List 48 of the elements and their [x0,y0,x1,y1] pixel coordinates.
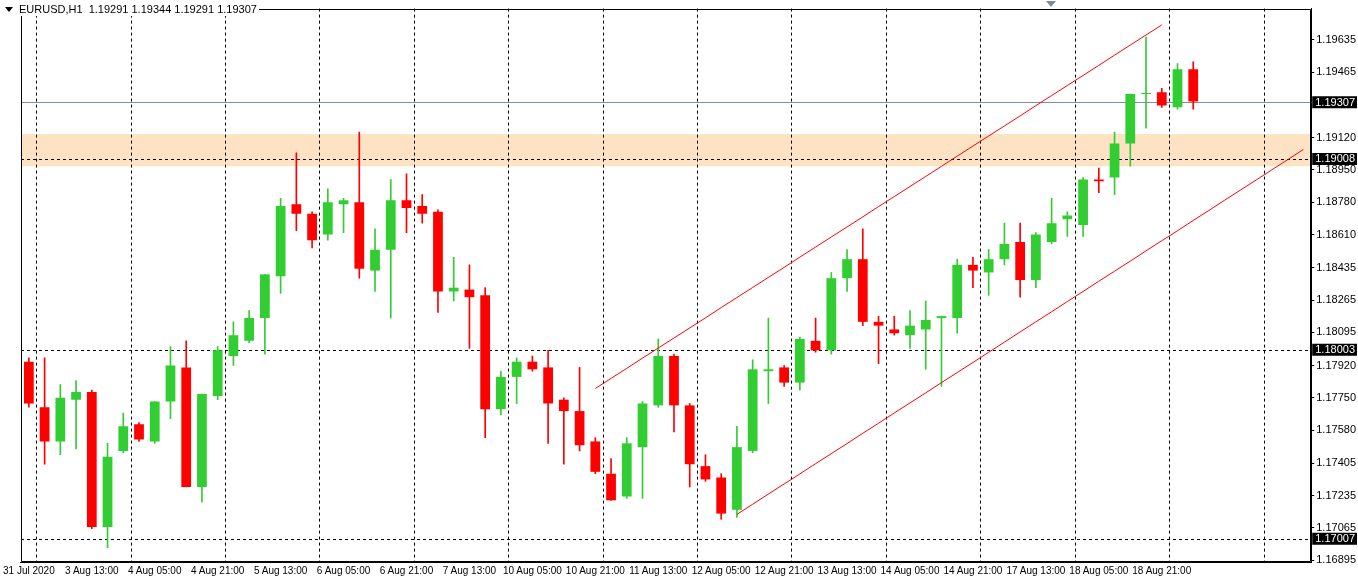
x-tick-label: 17 Aug 13:00 [1006,564,1066,576]
y-tick-label: 1.18265 [1316,293,1356,306]
x-tick-label: 12 Aug 05:00 [691,564,752,576]
ref-line-label: 1.18003 [1315,343,1355,356]
x-tick-label: 14 Aug 05:00 [880,564,940,576]
y-tick-label: 1.17065 [1316,520,1356,533]
candlestick [71,380,81,450]
y-tick-label: 1.17235 [1316,488,1356,501]
candlestick [920,300,931,370]
x-tick-label: 14 Aug 21:00 [943,564,1003,576]
y-tick-label: 1.17580 [1316,423,1356,436]
ref-line-label: 1.19307 [1315,95,1355,108]
ref-line-label: 1.17007 [1315,532,1355,545]
candlestick [905,310,915,349]
candlestick [1093,167,1104,194]
x-tick-label: 3 Aug 13:00 [65,564,119,576]
y-tick-label: 1.18095 [1316,325,1356,338]
x-tick-label: 13 Aug 13:00 [817,564,877,576]
y-tick-label: 1.17405 [1316,456,1356,469]
x-tick-label: 11 Aug 13:00 [629,564,688,576]
ref-line-label: 1.19008 [1315,152,1355,165]
candlestick [968,256,978,288]
candlestick [889,315,900,336]
candlestick [558,397,569,465]
x-tick-label: 18 Aug 05:00 [1069,564,1129,576]
x-tick-label: 7 Aug 13:00 [442,564,497,576]
y-tick-label: 1.19465 [1316,65,1356,78]
y-tick-label: 1.17750 [1316,390,1356,403]
x-tick-label: 18 Aug 21:00 [1132,564,1192,576]
chart-title: EURUSD,H1 1.19291 1.19344 1.19291 1.19307 [17,3,259,16]
y-tick-label: 1.17920 [1316,358,1356,371]
y-tick-label: 1.18950 [1316,163,1356,175]
x-tick-label: 4 Aug 05:00 [128,564,182,576]
y-tick-label: 1.16895 [1316,553,1356,566]
x-tick-label: 10 Aug 21:00 [565,564,626,576]
y-tick-label: 1.18610 [1316,227,1356,240]
candlestick [1141,36,1151,129]
y-tick-label: 1.19120 [1316,130,1356,143]
y-tick-label: 1.18435 [1316,260,1356,273]
y-tick-label: 1.18780 [1316,195,1356,208]
y-tick-label: 1.19635 [1316,32,1356,45]
x-tick-label: 10 Aug 05:00 [502,564,563,576]
x-tick-label: 12 Aug 21:00 [754,564,815,576]
x-tick-label: 6 Aug 21:00 [379,564,434,576]
x-tick-label: 4 Aug 21:00 [190,564,245,576]
x-tick-label: 31 Jul 2020 [3,564,56,576]
x-tick-label: 6 Aug 05:00 [316,564,371,576]
x-tick-label: 5 Aug 13:00 [253,564,308,576]
